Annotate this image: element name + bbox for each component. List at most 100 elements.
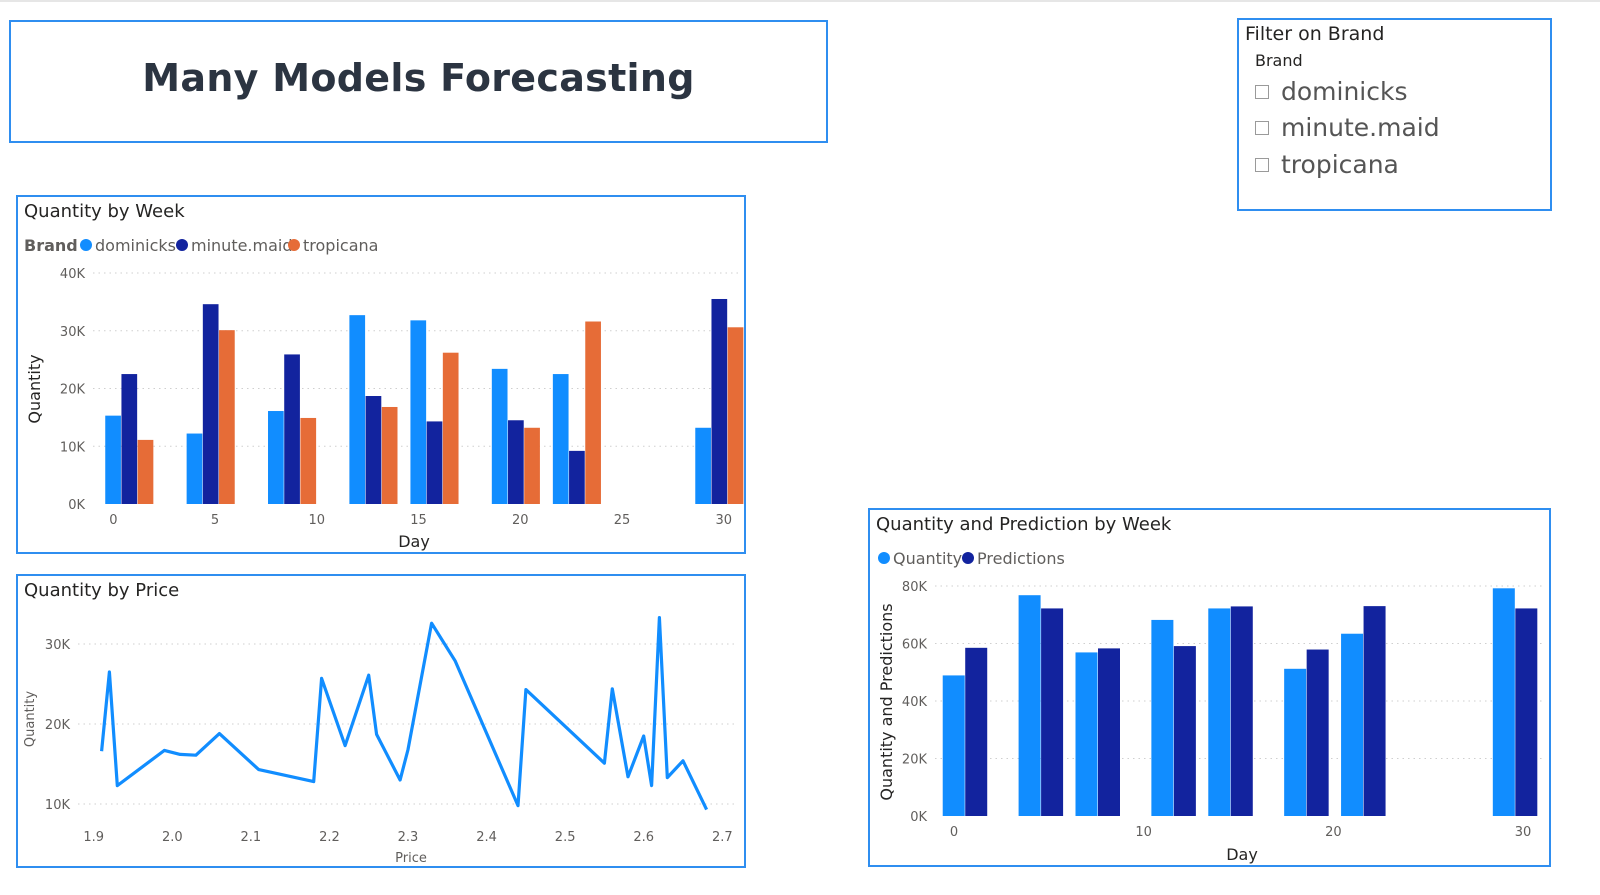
- quantity-by-week-svg: Quantity by Week Brand dominicks minute.…: [24, 201, 744, 551]
- bar-dominicks: [491, 368, 508, 504]
- y-tick-label: 0K: [910, 810, 927, 825]
- x-tick-label: 2.1: [241, 830, 262, 845]
- filter-option-dominicks[interactable]: dominicks: [1255, 77, 1408, 106]
- bar-tropicana: [727, 327, 744, 504]
- bar-minute-maid: [202, 304, 219, 504]
- y-tick-label: 10K: [60, 440, 86, 455]
- bar-minute-maid: [426, 421, 443, 504]
- brand-filter-slicer: Filter on Brand Brand dominicks minute.m…: [1237, 18, 1552, 211]
- bar-quantity: [942, 675, 965, 816]
- legend-label-quantity[interactable]: Quantity: [893, 549, 962, 568]
- bar-minute-maid: [569, 450, 585, 504]
- bar-tropicana: [585, 321, 601, 504]
- bar-quantity: [1151, 619, 1174, 816]
- legend-label-dominicks[interactable]: dominicks: [95, 236, 176, 255]
- bar-predictions: [1230, 606, 1253, 816]
- y-tick-label: 20K: [60, 383, 86, 398]
- x-tick-label: 15: [410, 513, 427, 528]
- checkbox-icon[interactable]: [1255, 157, 1269, 172]
- y-axis-label: Quantity and Predictions: [877, 603, 896, 800]
- legend-title: Brand: [24, 236, 78, 255]
- y-axis-label: Quantity: [23, 691, 38, 747]
- bar-quantity: [1492, 588, 1515, 816]
- title-card: Many Models Forecasting: [9, 20, 828, 143]
- chart-title: Quantity by Price: [24, 580, 179, 601]
- x-tick-label: 2.3: [398, 830, 419, 845]
- checkbox-icon[interactable]: [1255, 84, 1269, 99]
- series-line-quantity: [100, 615, 709, 811]
- legend-marker-minute-maid: [176, 239, 188, 251]
- x-tick-label: 5: [211, 513, 219, 528]
- quantity-by-price-chart[interactable]: Quantity by Price Quantity Price 10K 20K 3…: [16, 574, 746, 868]
- bar-tropicana: [137, 439, 154, 504]
- filter-option-label: dominicks: [1281, 77, 1408, 106]
- legend-label-tropicana[interactable]: tropicana: [303, 236, 378, 255]
- bar-tropicana: [300, 417, 317, 504]
- x-tick-label: 10: [309, 513, 326, 528]
- legend-label-minute-maid[interactable]: minute.maid: [191, 236, 293, 255]
- x-axis-label: Day: [398, 532, 430, 551]
- legend-marker-dominicks: [80, 239, 92, 251]
- legend-marker-predictions: [962, 552, 974, 564]
- x-tick-label: 10: [1135, 825, 1152, 840]
- bar-minute-maid: [508, 420, 524, 504]
- top-divider: [0, 0, 1600, 2]
- bar-tropicana: [524, 427, 540, 504]
- filter-header: Brand: [1255, 51, 1303, 70]
- y-tick-label: 20K: [45, 718, 71, 733]
- x-tick-label: 25: [614, 513, 631, 528]
- bar-quantity: [1208, 608, 1231, 816]
- quantity-by-week-chart[interactable]: Quantity by Week Brand dominicks minute.…: [16, 195, 746, 554]
- y-tick-label: 0K: [68, 498, 85, 513]
- y-tick-label: 20K: [902, 753, 928, 768]
- x-tick-label: 2.5: [555, 830, 576, 845]
- chart-title: Quantity by Week: [24, 201, 185, 222]
- quantity-and-prediction-by-week-chart[interactable]: Quantity and Prediction by Week Quantity…: [868, 508, 1551, 867]
- bar-dominicks: [268, 411, 284, 504]
- bar-predictions: [1515, 608, 1538, 816]
- bar-predictions: [1173, 646, 1196, 816]
- bar-minute-maid: [711, 298, 728, 504]
- filter-option-tropicana[interactable]: tropicana: [1255, 150, 1399, 179]
- legend-label-predictions[interactable]: Predictions: [977, 549, 1065, 568]
- filter-option-minute-maid[interactable]: minute.maid: [1255, 113, 1440, 142]
- bar-minute-maid: [284, 354, 300, 504]
- bar-dominicks: [410, 320, 427, 504]
- bar-dominicks: [552, 374, 569, 504]
- filter-title: Filter on Brand: [1245, 23, 1385, 45]
- x-tick-label: 30: [1515, 825, 1532, 840]
- bar-predictions: [1098, 648, 1120, 816]
- bar-dominicks: [105, 415, 121, 504]
- filter-option-label: minute.maid: [1281, 113, 1440, 142]
- x-axis-label: Price: [395, 851, 427, 866]
- y-tick-label: 60K: [902, 638, 928, 653]
- x-tick-label: 20: [1325, 825, 1342, 840]
- x-tick-label: 2.6: [633, 830, 654, 845]
- filter-option-label: tropicana: [1281, 150, 1399, 179]
- y-tick-label: 10K: [45, 798, 71, 813]
- checkbox-icon[interactable]: [1255, 120, 1269, 135]
- bar-dominicks: [349, 315, 366, 504]
- bar-predictions: [1041, 608, 1064, 816]
- bar-tropicana: [381, 406, 398, 504]
- x-tick-label: 20: [512, 513, 529, 528]
- x-tick-label: 2.0: [162, 830, 183, 845]
- bar-dominicks: [695, 427, 711, 504]
- x-axis-label: Day: [1226, 845, 1258, 864]
- bar-predictions: [1306, 649, 1329, 816]
- bar-tropicana: [219, 330, 235, 504]
- y-tick-label: 30K: [45, 638, 71, 653]
- x-tick-label: 0: [109, 513, 117, 528]
- x-tick-label: 0: [950, 825, 958, 840]
- bar-quantity: [1341, 633, 1364, 816]
- x-tick-label: 30: [715, 513, 732, 528]
- x-tick-label: 2.2: [319, 830, 340, 845]
- page-title: Many Models Forecasting: [142, 56, 695, 100]
- bar-minute-maid: [121, 374, 138, 504]
- legend-marker-quantity: [878, 552, 890, 564]
- y-tick-label: 80K: [902, 580, 928, 595]
- y-tick-label: 40K: [60, 267, 86, 282]
- bar-predictions: [1363, 606, 1386, 816]
- bar-quantity: [1284, 668, 1307, 816]
- chart-title: Quantity and Prediction by Week: [876, 514, 1172, 535]
